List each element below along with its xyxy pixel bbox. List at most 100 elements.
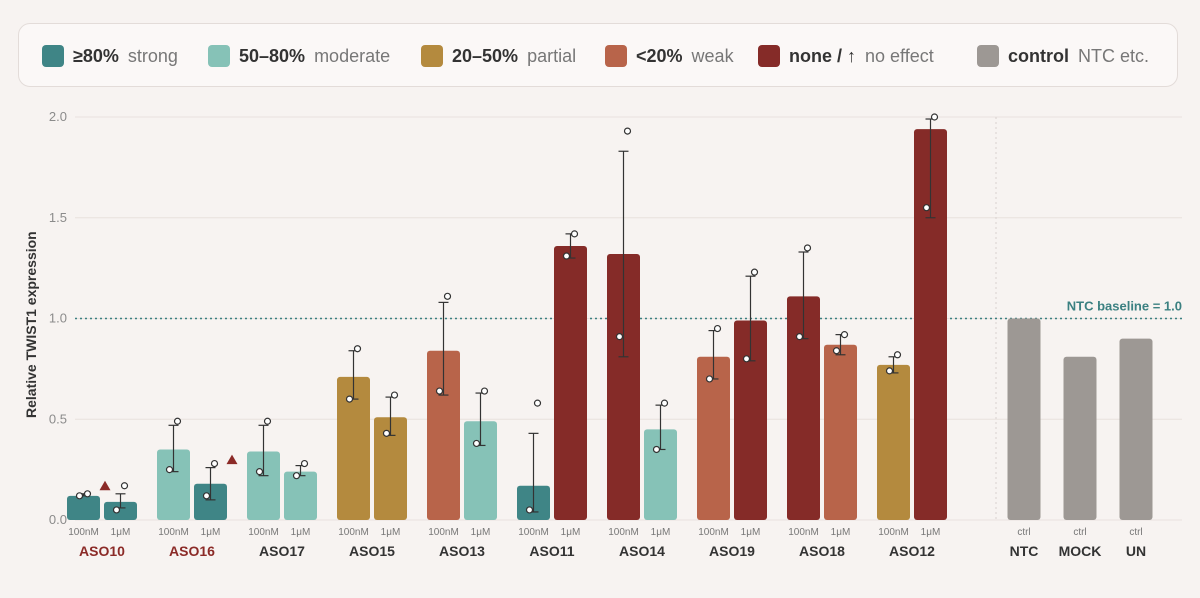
legend-item-none: none / ↑ no effect (758, 45, 934, 67)
bar (734, 320, 767, 520)
data-point (705, 375, 714, 383)
data-point (292, 472, 301, 480)
data-point (893, 351, 902, 359)
legend-swatch (421, 45, 443, 67)
legend-desc: partial (527, 45, 577, 66)
legend-item-strong: ≥80% strong (42, 45, 178, 67)
data-point (922, 204, 931, 212)
data-point (472, 439, 481, 448)
legend-swatch (605, 45, 627, 67)
legend-swatch (977, 45, 999, 67)
dose-label: 1μM (111, 527, 131, 538)
dose-label: 100nM (878, 527, 909, 538)
data-point (443, 292, 452, 300)
bar (554, 245, 587, 520)
data-point (562, 252, 571, 260)
data-point (435, 387, 444, 395)
data-point (533, 399, 542, 407)
legend-item-partial: 20–50% partial (421, 45, 576, 67)
y-tick-label: 1.5 (49, 210, 67, 225)
dose-label: 1μM (201, 527, 221, 538)
legend-desc: weak (691, 45, 734, 66)
legend-swatch (208, 45, 230, 67)
control-label: MOCK (1059, 543, 1102, 559)
bar (194, 483, 227, 520)
bar (157, 449, 190, 520)
legend-desc: NTC etc. (1078, 45, 1150, 66)
legend-swatch (758, 45, 780, 67)
dose-label: 1μM (741, 527, 761, 538)
legend-label: ≥80% (73, 45, 119, 66)
group-label: ASO11 (529, 543, 574, 559)
legend-desc: no effect (865, 45, 934, 66)
legend: ≥80% strong 50–80% moderate 20–50% partial <20… (18, 23, 1178, 87)
dose-label: 100nM (68, 527, 99, 538)
dose-label: 100nM (338, 527, 369, 538)
group-label: ASO16 (169, 543, 215, 559)
bar (644, 429, 677, 520)
dose-label: 1μM (921, 527, 941, 538)
bar (824, 344, 857, 520)
dose-label: 100nM (158, 527, 189, 538)
dose-label: ctrl (1073, 527, 1086, 538)
bar (104, 501, 137, 520)
data-point (840, 331, 849, 339)
dose-label: 1μM (651, 527, 671, 538)
y-axis-label: Relative TWIST1 expression (23, 231, 39, 418)
data-point (623, 127, 632, 135)
legend-desc: strong (127, 45, 178, 66)
legend-item-control: control NTC etc. (977, 45, 1149, 67)
dose-label: 1μM (381, 527, 401, 538)
data-point (353, 345, 362, 353)
data-point (480, 387, 489, 395)
data-point (345, 395, 354, 403)
bars (67, 113, 1153, 520)
legend-label: 20–50% (452, 45, 519, 66)
group-label: ASO14 (619, 543, 665, 559)
group-label: ASO15 (349, 543, 395, 559)
data-point (885, 367, 894, 375)
group-label: ASO10 (79, 543, 125, 559)
dose-label: 1μM (561, 527, 581, 538)
bar (427, 350, 460, 520)
data-point (750, 268, 759, 276)
control-bar (1063, 356, 1097, 520)
control-label: UN (1126, 543, 1146, 559)
data-point (660, 399, 669, 407)
data-point (795, 333, 804, 341)
data-point (615, 333, 624, 341)
group-label: ASO13 (439, 543, 485, 559)
data-point (930, 113, 939, 121)
data-point (570, 230, 579, 238)
dose-label: 100nM (428, 527, 459, 538)
dose-label: 1μM (291, 527, 311, 538)
data-point (255, 468, 264, 476)
data-point (75, 492, 84, 500)
baseline-label: NTC baseline = 1.0 (1067, 299, 1182, 314)
legend-item-weak: <20% weak (605, 45, 734, 67)
bar (67, 495, 100, 520)
legend-label: 50–80% (239, 45, 306, 66)
data-point (382, 429, 391, 437)
data-point (742, 355, 751, 363)
data-point (165, 466, 174, 474)
legend-desc: moderate (314, 45, 391, 66)
data-point (210, 459, 219, 468)
data-point (120, 482, 129, 490)
bar (787, 296, 820, 520)
data-point (525, 506, 534, 514)
data-point (390, 391, 399, 399)
bar (464, 421, 497, 520)
bar (247, 451, 280, 520)
group-label: ASO19 (709, 543, 755, 559)
dose-label: 100nM (698, 527, 729, 538)
warning-triangle-icon (226, 454, 238, 465)
dose-label: 100nM (248, 527, 279, 538)
legend-label: <20% (636, 45, 683, 66)
dose-label: ctrl (1129, 527, 1142, 538)
y-tick-label: 1.0 (49, 311, 67, 326)
group-label: ASO18 (799, 543, 845, 559)
control-label: NTC (1010, 543, 1039, 559)
bar (697, 356, 730, 520)
